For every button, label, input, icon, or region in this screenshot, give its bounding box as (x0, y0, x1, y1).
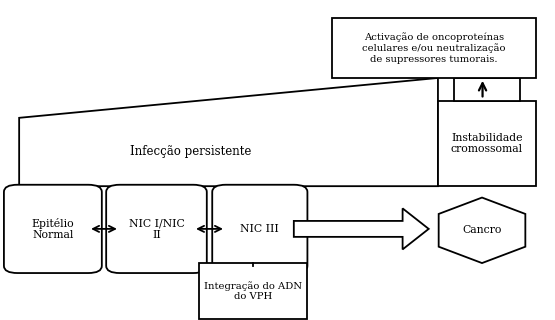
FancyBboxPatch shape (199, 263, 307, 319)
FancyBboxPatch shape (455, 78, 519, 101)
Text: Activação de oncoproteínas
celulares e/ou neutralização
de supressores tumorais.: Activação de oncoproteínas celulares e/o… (362, 32, 506, 64)
Text: Integração do ADN
do VPH: Integração do ADN do VPH (204, 281, 302, 301)
Text: Epitélio
Normal: Epitélio Normal (32, 218, 74, 240)
FancyBboxPatch shape (332, 18, 536, 78)
FancyBboxPatch shape (212, 185, 307, 273)
Text: Instabilidade
cromossomal: Instabilidade cromossomal (451, 133, 523, 154)
Text: Cancro: Cancro (462, 225, 502, 235)
FancyBboxPatch shape (438, 101, 536, 186)
Polygon shape (19, 78, 438, 186)
Text: Infecção persistente: Infecção persistente (130, 146, 251, 158)
Text: NIC III: NIC III (240, 224, 279, 234)
FancyBboxPatch shape (106, 185, 207, 273)
Text: NIC I/NIC
II: NIC I/NIC II (129, 218, 184, 240)
FancyBboxPatch shape (4, 185, 102, 273)
Polygon shape (438, 197, 526, 263)
Polygon shape (294, 208, 428, 249)
